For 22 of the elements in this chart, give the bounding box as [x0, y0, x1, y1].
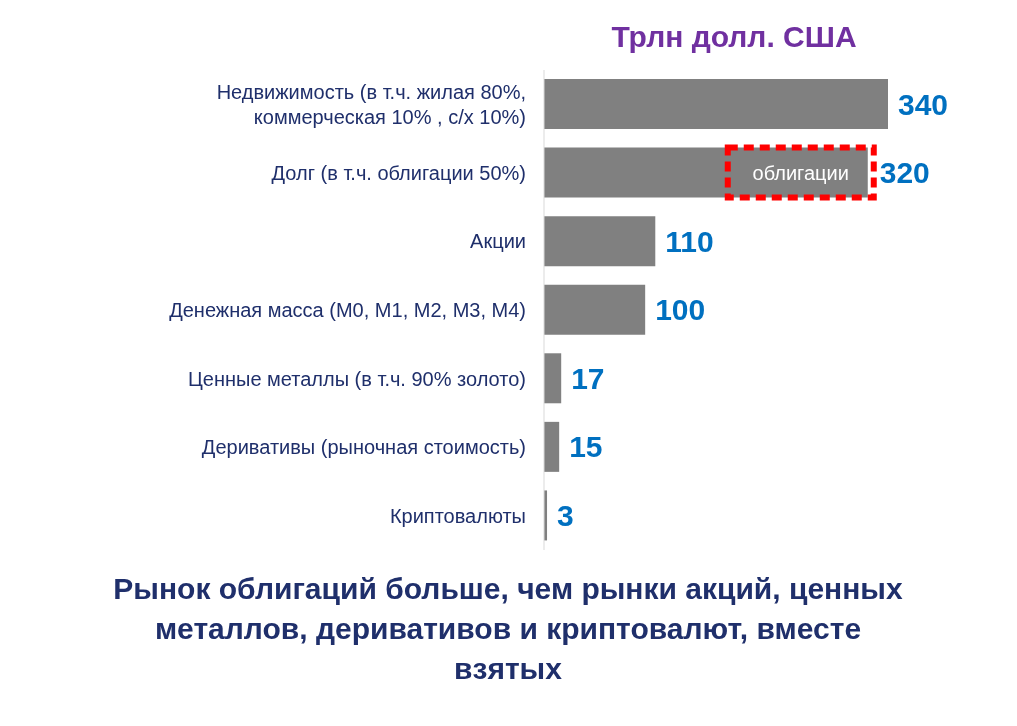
y-tick-label: Деривативы (рыночная стоимость)	[201, 436, 526, 459]
chart-title: Трлн долл. США	[610, 20, 858, 54]
data-label: 340	[898, 87, 949, 121]
data-label: 3	[557, 498, 574, 532]
y-tick-label: Акции	[470, 230, 526, 253]
y-tick-label: Недвижимость (в т.ч. жилая 80%, коммерческая 10% , с/х 10%)	[216, 80, 526, 128]
data-label: 17	[571, 361, 605, 395]
data-label: 110	[665, 224, 714, 258]
y-tick-label: Долг (в т.ч. облигации 50%)	[271, 161, 526, 184]
annotation: облигации	[752, 161, 849, 184]
y-tick-label: Криптовалюты	[389, 504, 526, 527]
bar	[544, 421, 560, 472]
bar	[544, 79, 888, 129]
y-tick-label: Ценные металлы (в т.ч. 90% золото)	[188, 367, 526, 390]
data-label: 100	[655, 293, 706, 327]
y-tick-label: Денежная масса (М0, М1, М2, М3, М4)	[169, 299, 526, 321]
text: Рынок облигаций больше, чем рынки акций, ценных металлов, деривативов и криптовалют, вместе взятых	[112, 571, 904, 687]
bar	[544, 353, 562, 404]
bar	[544, 284, 646, 335]
data-label: 320	[879, 156, 930, 190]
data-label: 15	[569, 430, 603, 464]
bar	[544, 216, 656, 267]
